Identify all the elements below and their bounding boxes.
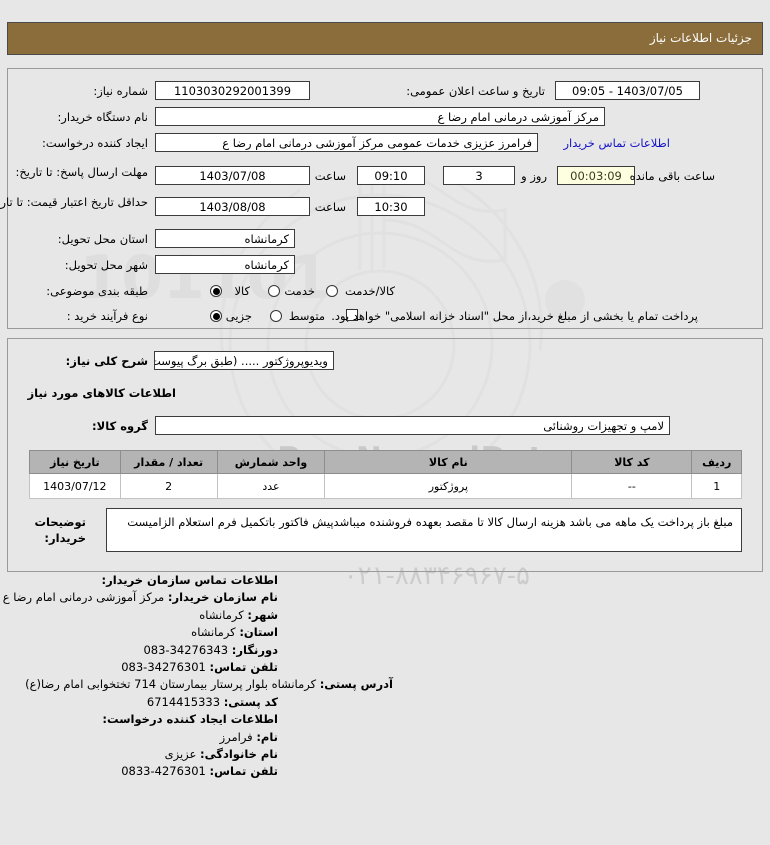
cell-need-date: 1403/07/12: [29, 473, 121, 499]
requester-first-name-row: نام: فرامرز: [3, 729, 278, 746]
org-fax-label: دورنگار:: [231, 642, 278, 657]
deadline-date-value[interactable]: 1403/07/08: [155, 166, 310, 185]
contact-info-block: اطلاعات تماس سازمان خریدار: نام سازمان خ…: [3, 572, 393, 781]
radio-category-khedmat-label: خدمت: [284, 284, 315, 298]
org-province-row: استان: کرمانشاه: [3, 624, 278, 641]
org-city-value: کرمانشاه: [199, 607, 244, 622]
col-unit: واحد شمارش: [216, 450, 326, 474]
org-postal-row: کد پستی: 6714415333: [3, 694, 278, 711]
org-contact-heading: اطلاعات تماس سازمان خریدار:: [101, 573, 278, 587]
cell-name: پروژکتور: [324, 473, 573, 499]
table-header-row: ردیف کد کالا نام کالا واحد شمارش تعداد /…: [29, 450, 742, 474]
org-fax-row: دورنگار: 34276343-083: [3, 642, 278, 659]
requester-contact-heading: اطلاعات ایجاد کننده درخواست:: [102, 712, 278, 727]
requester-phone-row: تلفن تماس: 4276301-0833: [3, 763, 278, 780]
org-province-value: کرمانشاه: [191, 625, 236, 640]
radio-category-kala-khedmat[interactable]: [326, 285, 338, 297]
buyer-contact-link[interactable]: اطلاعات تماس خریدار: [563, 136, 670, 150]
requester-label: ایجاد کننده درخواست:: [42, 136, 148, 150]
table-row[interactable]: 1 -- پروژکتور عدد 2 1403/07/12: [29, 473, 742, 499]
need-number-label: شماره نیاز:: [93, 84, 148, 98]
cell-row-no: 1: [691, 473, 742, 499]
remaining-days-value: 3: [443, 166, 515, 185]
radio-category-khedmat[interactable]: [268, 285, 280, 297]
announce-datetime-value[interactable]: 1403/07/05 - 09:05: [555, 81, 700, 100]
need-number-value[interactable]: 1103030292001399: [155, 81, 310, 100]
requester-last-name-row: نام خانوادگی: عزیزی: [3, 746, 278, 763]
treasury-docs-label: پرداخت تمام یا بخشی از مبلغ خرید،از محل …: [331, 309, 698, 323]
org-address-label: آدرس پستی:: [319, 677, 393, 692]
org-address-row: آدرس پستی: کرمانشاه بلوار پرستار بیمارست…: [3, 676, 393, 693]
goods-group-value[interactable]: لامپ و تجهیزات روشنائی: [155, 416, 670, 435]
city-value[interactable]: کرمانشاه: [155, 255, 295, 274]
col-need-date: تاریخ نیاز: [29, 450, 121, 474]
org-name-value: مرکز آموزشی درمانی امام رضا ع: [2, 590, 165, 605]
goods-details-panel: [7, 338, 763, 572]
org-fax-value: 34276343-083: [143, 642, 229, 657]
cell-qty: 2: [119, 473, 218, 499]
deadline-hour-label: ساعت: [314, 169, 346, 183]
radio-process-motavasset[interactable]: [270, 310, 282, 322]
radio-category-kala-khedmat-label: کالا/خدمت: [344, 284, 395, 298]
org-name-row: نام سازمان خریدار: مرکز آموزشی درمانی ام…: [3, 589, 278, 606]
requester-phone-value: 4276301-0833: [121, 764, 206, 779]
org-city-label: شهر:: [247, 607, 278, 622]
cell-code: --: [571, 473, 693, 499]
province-label: استان محل تحویل:: [57, 232, 148, 246]
requester-value[interactable]: فرامرز عزیزی خدمات عمومی مرکز آموزشی درم…: [155, 133, 538, 152]
radio-process-motavasset-label: متوسط: [288, 309, 325, 323]
col-code: کد کالا: [571, 450, 693, 474]
goods-group-label: گروه کالا:: [92, 419, 148, 433]
cell-unit: عدد: [216, 473, 326, 499]
org-name-label: نام سازمان خریدار:: [167, 590, 278, 605]
requester-last-name-label: نام خانوادگی:: [200, 747, 278, 762]
radio-process-jozii[interactable]: [210, 310, 222, 322]
min-validity-label: حداقل تاریخ اعتبار قیمت: تا تاریخ:: [0, 195, 148, 209]
remaining-clock-value: 00:03:09: [557, 166, 635, 185]
buyer-org-value[interactable]: مرکز آموزشی درمانی امام رضا ع: [155, 107, 605, 126]
goods-info-heading: اطلاعات کالاهای مورد نیاز: [27, 386, 176, 400]
general-desc-label: شرح کلی نیاز:: [65, 354, 148, 368]
org-phone-value: 34276301-083: [121, 660, 206, 675]
min-validity-hour-label: ساعت: [314, 200, 346, 214]
radio-category-kala-label: کالا: [234, 284, 250, 298]
min-validity-date-value[interactable]: 1403/08/08: [155, 197, 310, 216]
col-qty: تعداد / مقدار: [119, 450, 218, 474]
col-name: نام کالا: [324, 450, 573, 474]
page-title: جزئیات اطلاعات نیاز: [649, 31, 752, 45]
announce-datetime-label: تاریخ و ساعت اعلان عمومی:: [406, 84, 545, 98]
org-city-row: شهر: کرمانشاه: [3, 607, 278, 624]
col-row-no: ردیف: [691, 450, 742, 474]
goods-table: ردیف کد کالا نام کالا واحد شمارش تعداد /…: [29, 450, 742, 499]
page-title-bar: جزئیات اطلاعات نیاز: [7, 22, 763, 55]
org-phone-label: تلفن تماس:: [209, 660, 278, 675]
requester-first-name-value: فرامرز: [219, 729, 253, 744]
city-label: شهر محل تحویل:: [64, 258, 148, 272]
requester-last-name-value: عزیزی: [164, 747, 197, 762]
treasury-docs-checkbox[interactable]: [346, 309, 358, 321]
org-address-value: کرمانشاه بلوار پرستار بیمارستان 714 تختخ…: [25, 677, 317, 692]
need-summary-panel: [7, 68, 763, 329]
deadline-label-line1: مهلت ارسال پاسخ: تا تاریخ:: [15, 165, 148, 179]
general-desc-value[interactable]: ویدیوپروژکتور ..... (طبق برگ پیوست): [154, 351, 334, 370]
deadline-hour-value[interactable]: 09:10: [357, 166, 425, 185]
org-phone-row: تلفن تماس: 34276301-083: [3, 659, 278, 676]
category-label: طبقه بندی موضوعی:: [46, 284, 148, 298]
buyer-org-label: نام دستگاه خریدار:: [57, 110, 148, 124]
org-province-label: استان:: [239, 625, 278, 640]
org-postal-label: کد پستی:: [223, 694, 278, 709]
min-validity-hour-value[interactable]: 10:30: [357, 197, 425, 216]
radio-category-kala[interactable]: [210, 285, 222, 297]
remaining-days-label: روز و: [521, 169, 547, 183]
org-postal-value: 6714415333: [146, 694, 221, 709]
process-label: نوع فرآیند خرید :: [66, 309, 148, 323]
remaining-clock-label: ساعت باقی مانده: [629, 169, 715, 183]
radio-process-jozii-label: جزیی: [225, 309, 252, 323]
requester-phone-label: تلفن تماس:: [209, 764, 278, 779]
requester-first-name-label: نام:: [256, 729, 278, 744]
province-value[interactable]: کرمانشاه: [155, 229, 295, 248]
buyer-notes-label: توضیحات خریدار:: [34, 515, 87, 545]
buyer-notes-text: مبلغ باز پرداخت یک ماهه می باشد هزینه ار…: [106, 508, 742, 552]
